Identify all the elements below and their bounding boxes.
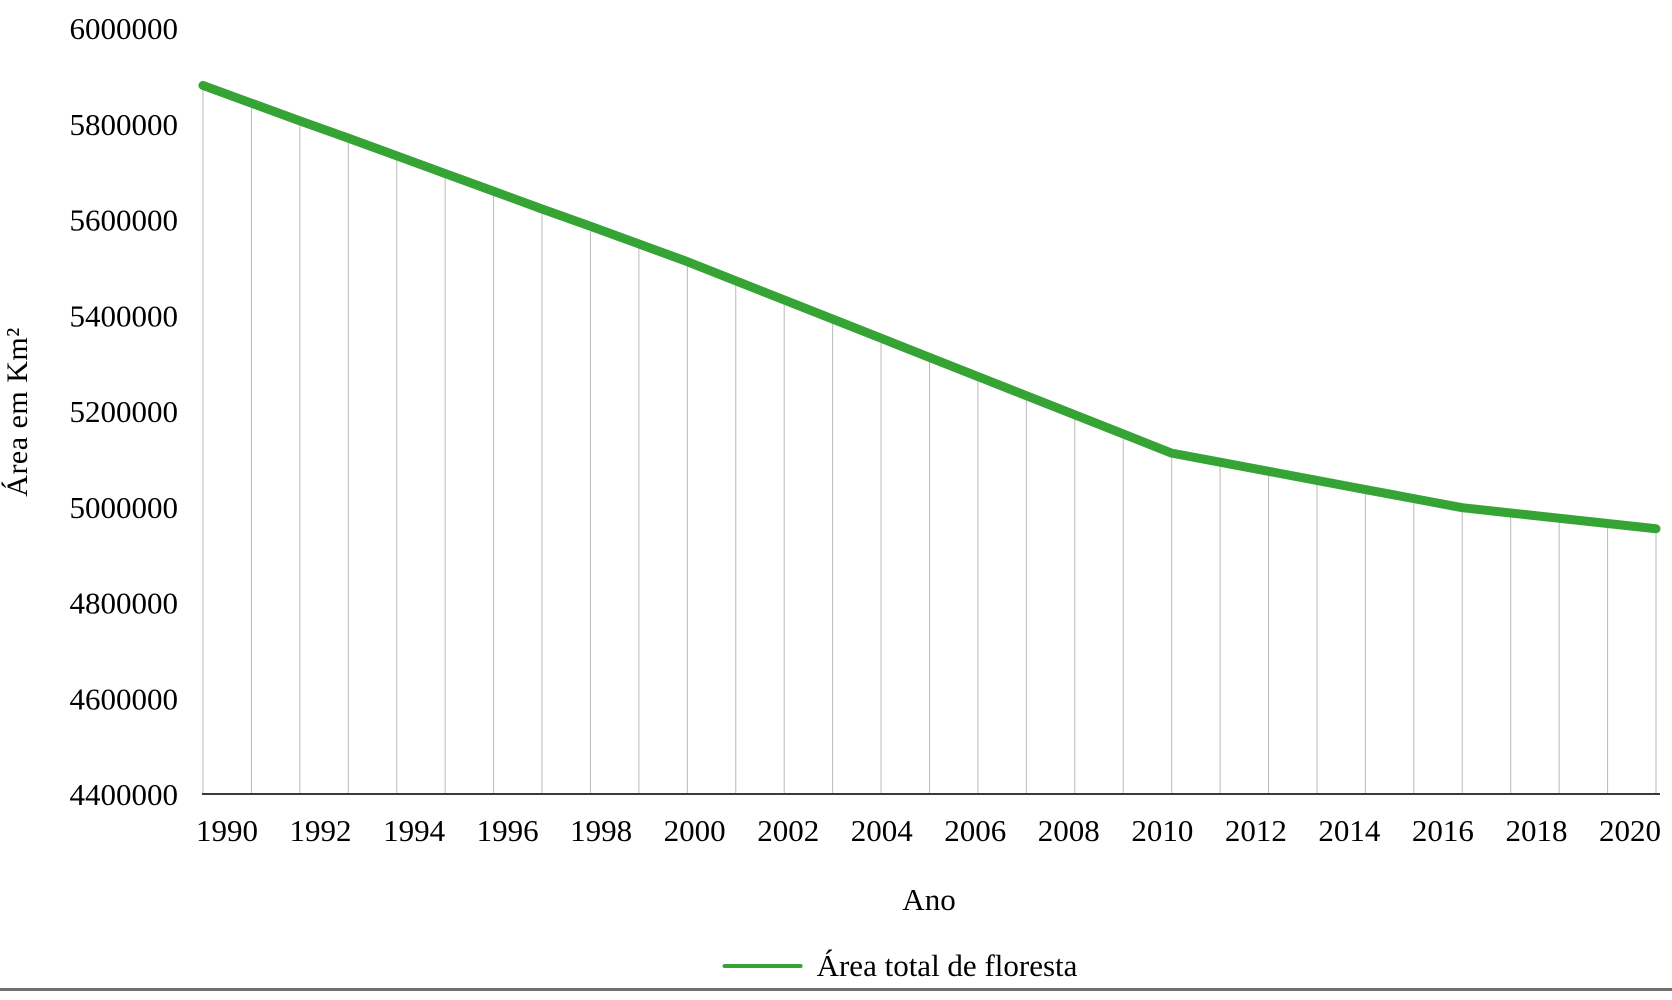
y-tick-label: 5400000 <box>70 298 179 333</box>
y-tick-label: 5600000 <box>70 203 179 238</box>
y-tick-label: 5800000 <box>70 107 179 142</box>
forest-area-line <box>198 80 1661 534</box>
x-tick-label: 2000 <box>664 813 726 848</box>
y-tick-label: 6000000 <box>70 11 179 46</box>
legend-series-label: Área total de floresta <box>816 948 1078 983</box>
x-tick-label: 2016 <box>1412 813 1474 848</box>
x-tick-label: 2002 <box>757 813 819 848</box>
x-tick-label: 2020 <box>1599 813 1661 848</box>
x-tick-label: 1990 <box>196 813 258 848</box>
y-tick-label: 5000000 <box>70 490 179 525</box>
x-tick-label: 1994 <box>383 813 446 848</box>
x-tick-label: 2006 <box>944 813 1006 848</box>
x-tick-label: 2014 <box>1318 813 1381 848</box>
x-tick-label: 1992 <box>290 813 352 848</box>
x-tick-label: 2018 <box>1505 813 1567 848</box>
y-tick-label: 4600000 <box>70 681 179 716</box>
x-axis-title: Ano <box>902 882 956 917</box>
legend-line-swatch-icon <box>722 964 803 968</box>
y-tick-label: 4800000 <box>70 586 179 621</box>
x-tick-label: 2010 <box>1131 813 1193 848</box>
x-tick-label: 1996 <box>477 813 539 848</box>
bottom-divider <box>0 988 1672 991</box>
x-tick-label: 1998 <box>570 813 632 848</box>
y-axis-title: Área em Km² <box>1 327 34 497</box>
y-tick-label: 5200000 <box>70 394 179 429</box>
y-tick-label: 4400000 <box>70 777 179 812</box>
x-tick-label: 2004 <box>851 813 914 848</box>
legend: Área total de floresta <box>722 948 1078 984</box>
x-tick-label: 2012 <box>1225 813 1287 848</box>
x-tick-label: 2008 <box>1038 813 1100 848</box>
